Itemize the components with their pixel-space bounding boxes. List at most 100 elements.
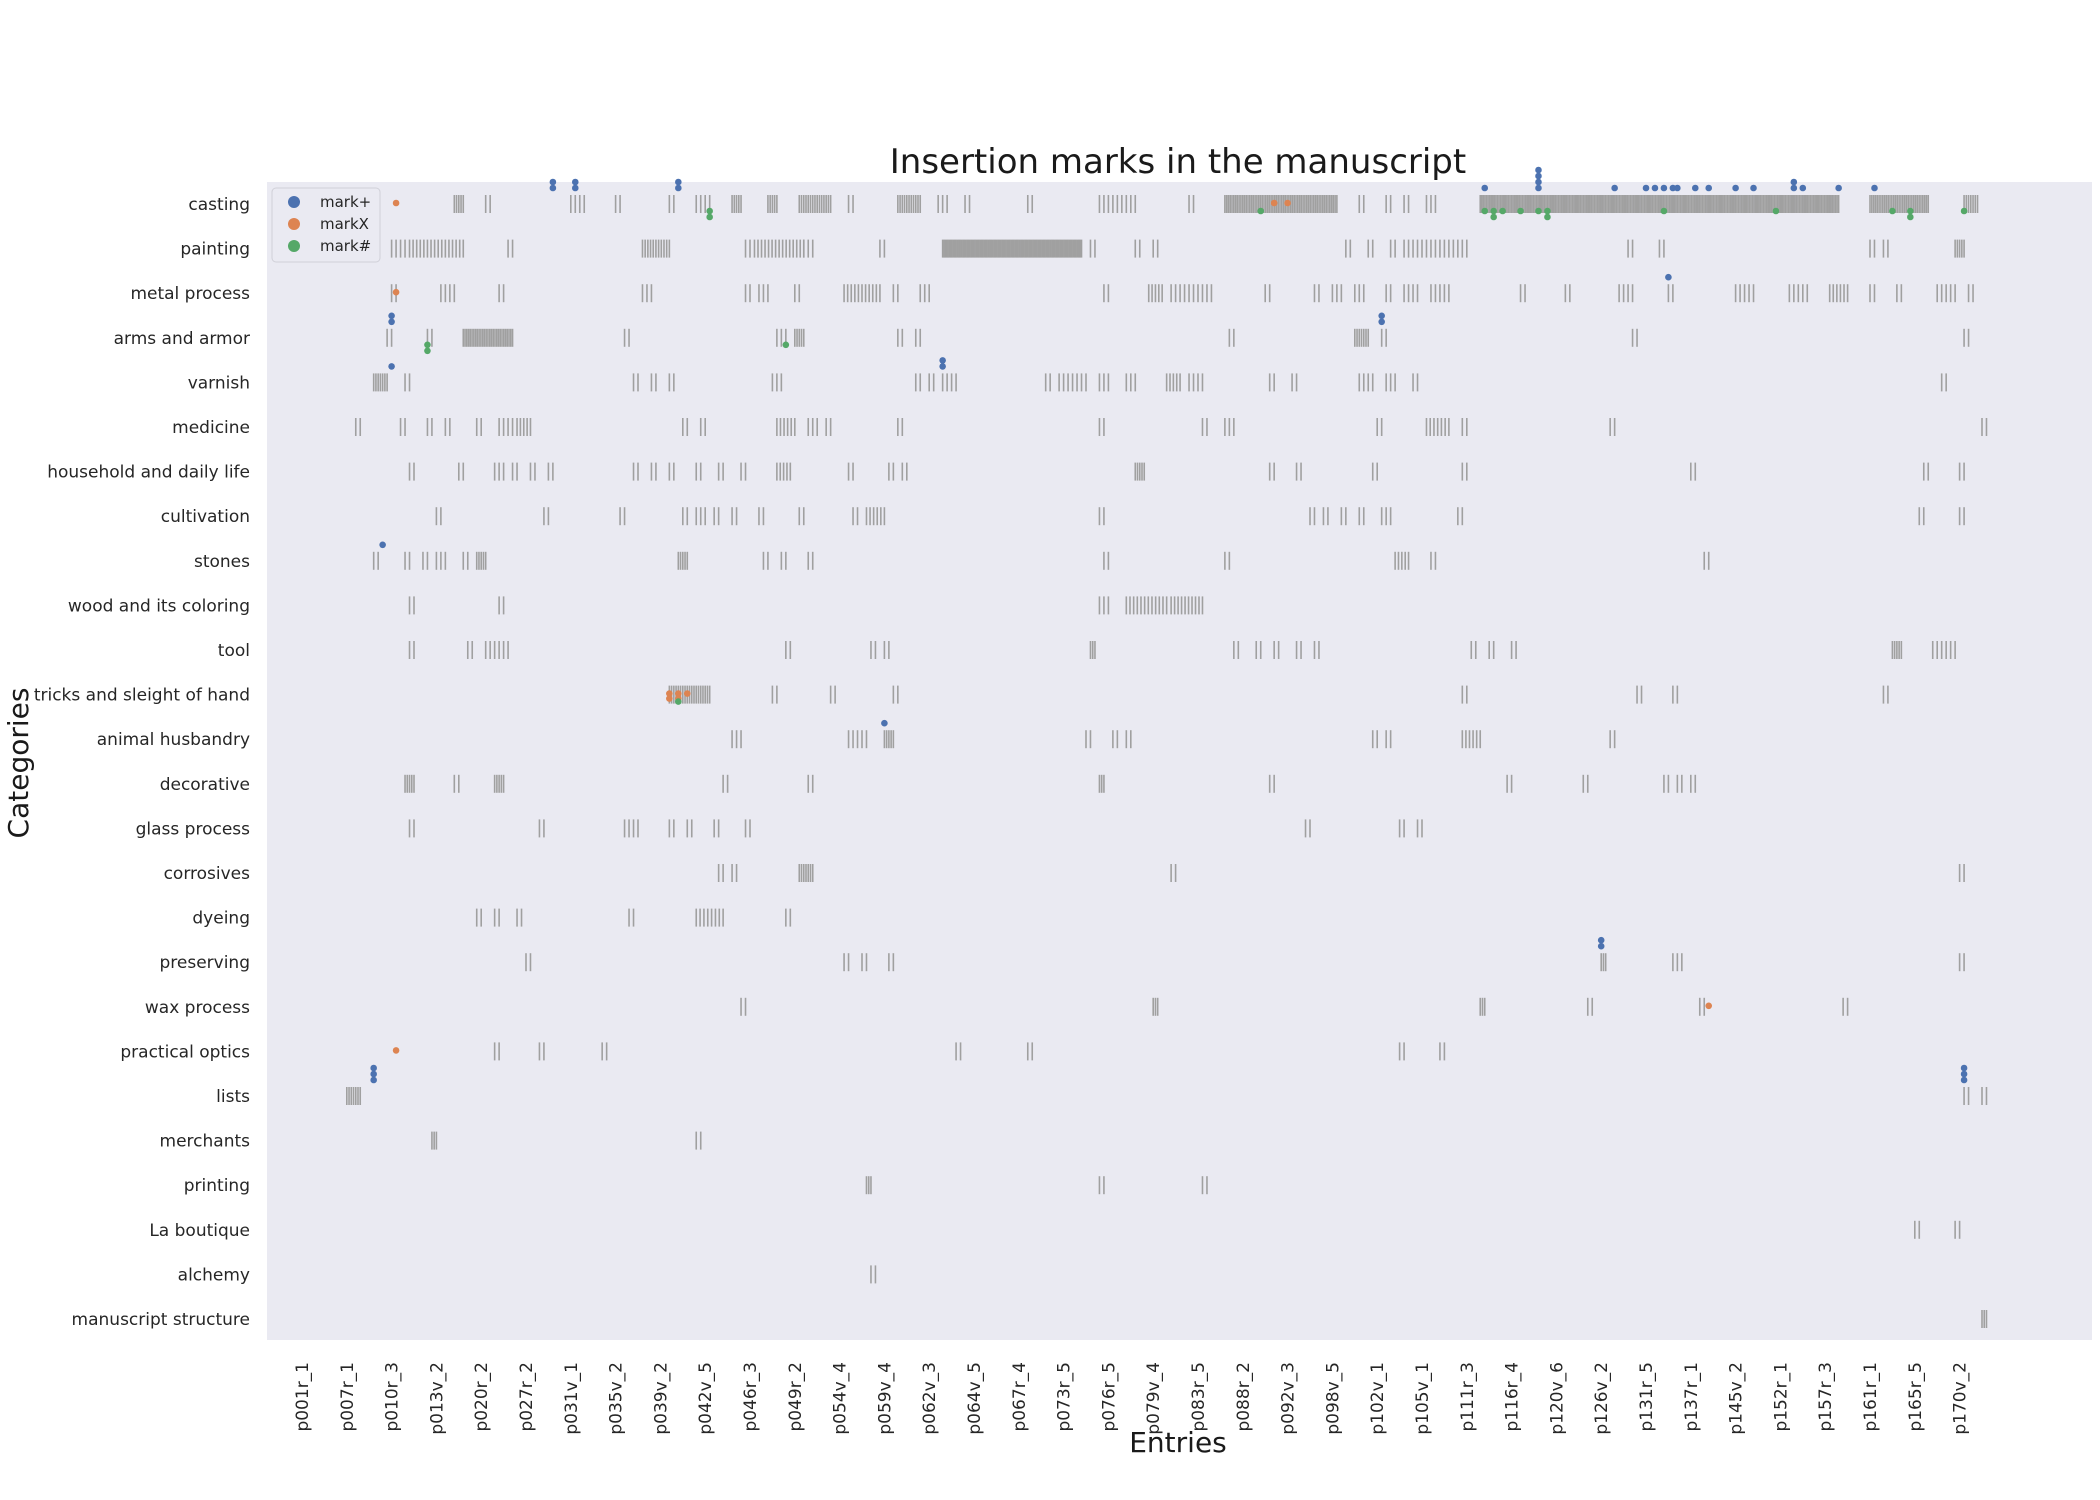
x-tick-label: p137r_1 (1682, 1362, 1702, 1432)
mark-point (1705, 1002, 1713, 1010)
category-label: lists (216, 1087, 250, 1107)
x-tick-label: p165r_5 (1906, 1362, 1926, 1432)
category-label: arms and armor (114, 329, 250, 349)
x-tick-label: p013v_2 (427, 1362, 447, 1435)
mark-point (675, 178, 682, 186)
mark-point (683, 690, 691, 697)
x-tick-label: p067r_4 (1010, 1362, 1030, 1432)
category-label: dyeing (192, 909, 250, 929)
mark-point (424, 347, 431, 355)
category-label: printing (184, 1176, 250, 1196)
mark-point (675, 184, 682, 192)
x-tick-label: p027r_2 (517, 1362, 537, 1432)
mark-point (388, 318, 395, 326)
x-tick-label: p102v_1 (1368, 1362, 1388, 1435)
mark-point (1889, 207, 1896, 215)
mark-point (549, 178, 557, 186)
legend-label: mark+ (320, 193, 371, 211)
mark-point (1481, 184, 1489, 192)
mark-point (675, 690, 682, 697)
mark-point (939, 357, 946, 364)
mark-point (392, 1047, 400, 1054)
mark-point (1481, 207, 1489, 215)
legend-marker (288, 196, 300, 208)
insertion-marks (370, 166, 1968, 1084)
mark-point (392, 288, 400, 296)
mark-point (939, 363, 946, 370)
mark-point (549, 184, 557, 192)
x-tick-label: p073r_5 (1055, 1362, 1075, 1432)
mark-point (1674, 184, 1681, 192)
mark-point (1960, 1070, 1968, 1078)
mark-point (1665, 273, 1672, 281)
category-label: tool (218, 641, 250, 661)
mark-point (1960, 207, 1968, 215)
legend-marker (288, 240, 300, 252)
category-label: varnish (188, 373, 250, 393)
mark-point (379, 541, 386, 549)
mark-point (1535, 207, 1542, 215)
legend-label: mark# (320, 237, 371, 255)
x-tick-label: p007r_1 (338, 1362, 358, 1432)
mark-point (1270, 199, 1278, 207)
category-label: cultivation (161, 507, 250, 527)
x-tick-label: p049r_2 (786, 1362, 806, 1432)
category-label: La boutique (149, 1221, 250, 1241)
x-tick-label: p054v_4 (831, 1362, 851, 1435)
x-tick-label: p076r_5 (1099, 1362, 1119, 1432)
mark-point (1257, 207, 1265, 215)
mark-point (571, 184, 579, 192)
mark-point (675, 698, 682, 705)
category-label: household and daily life (47, 463, 250, 483)
category-label: merchants (160, 1132, 251, 1152)
category-label: tricks and sleight of hand (34, 686, 250, 706)
x-tick-label: p035v_2 (607, 1362, 627, 1435)
mark-point (1544, 207, 1551, 215)
x-tick-label: p120v_6 (1547, 1362, 1567, 1435)
mark-point (1660, 184, 1668, 192)
x-tick-label: p126v_2 (1592, 1362, 1612, 1435)
mark-point (1799, 184, 1807, 192)
mark-point (424, 341, 431, 349)
mark-point (1835, 184, 1842, 192)
x-axis-title: Entries (1129, 1426, 1227, 1459)
category-label: glass process (136, 819, 251, 839)
category-label: wax process (145, 998, 250, 1018)
plot-area (267, 182, 2092, 1340)
x-tick-label: p046r_3 (741, 1362, 761, 1432)
mark-point (1490, 213, 1497, 221)
mark-point (388, 312, 395, 320)
mark-point (1490, 207, 1497, 215)
legend: mark+ markX mark# (271, 187, 381, 263)
mark-point (1284, 199, 1291, 207)
x-tick-label: p105v_1 (1413, 1362, 1433, 1435)
category-label: corrosives (164, 864, 251, 884)
x-tick-label: p152r_1 (1771, 1362, 1791, 1432)
x-tick-labels: p001r_1 p007r_1 p010r_3 p013v_2 p020r_2 p027r… (293, 1362, 1971, 1435)
legend-label: markX (320, 215, 369, 233)
category-label: animal husbandry (97, 730, 250, 750)
mark-point (706, 213, 713, 221)
mark-point (392, 199, 400, 207)
mark-point (1535, 178, 1542, 186)
category-labels: casting painting metal process arms and arm… (34, 195, 250, 1330)
category-label: medicine (172, 418, 250, 438)
mark-point (1378, 318, 1385, 326)
mark-point (1535, 184, 1542, 192)
mark-point (1535, 166, 1542, 174)
mark-point (706, 207, 713, 215)
mark-point (1642, 184, 1650, 192)
category-label: alchemy (178, 1265, 250, 1285)
x-tick-label: p116r_4 (1503, 1362, 1523, 1432)
category-label: wood and its coloring (68, 596, 250, 616)
chart-title: Insertion marks in the manuscript (890, 142, 1466, 182)
mark-point (571, 178, 579, 186)
x-tick-label: p111r_3 (1458, 1362, 1478, 1432)
x-tick-label: p145v_2 (1727, 1362, 1747, 1435)
mark-point (1517, 207, 1524, 215)
mark-point (1705, 184, 1713, 192)
mark-point (782, 341, 790, 349)
mark-point (1772, 207, 1780, 215)
x-tick-label: p088r_2 (1234, 1362, 1254, 1432)
category-label: casting (188, 195, 250, 215)
